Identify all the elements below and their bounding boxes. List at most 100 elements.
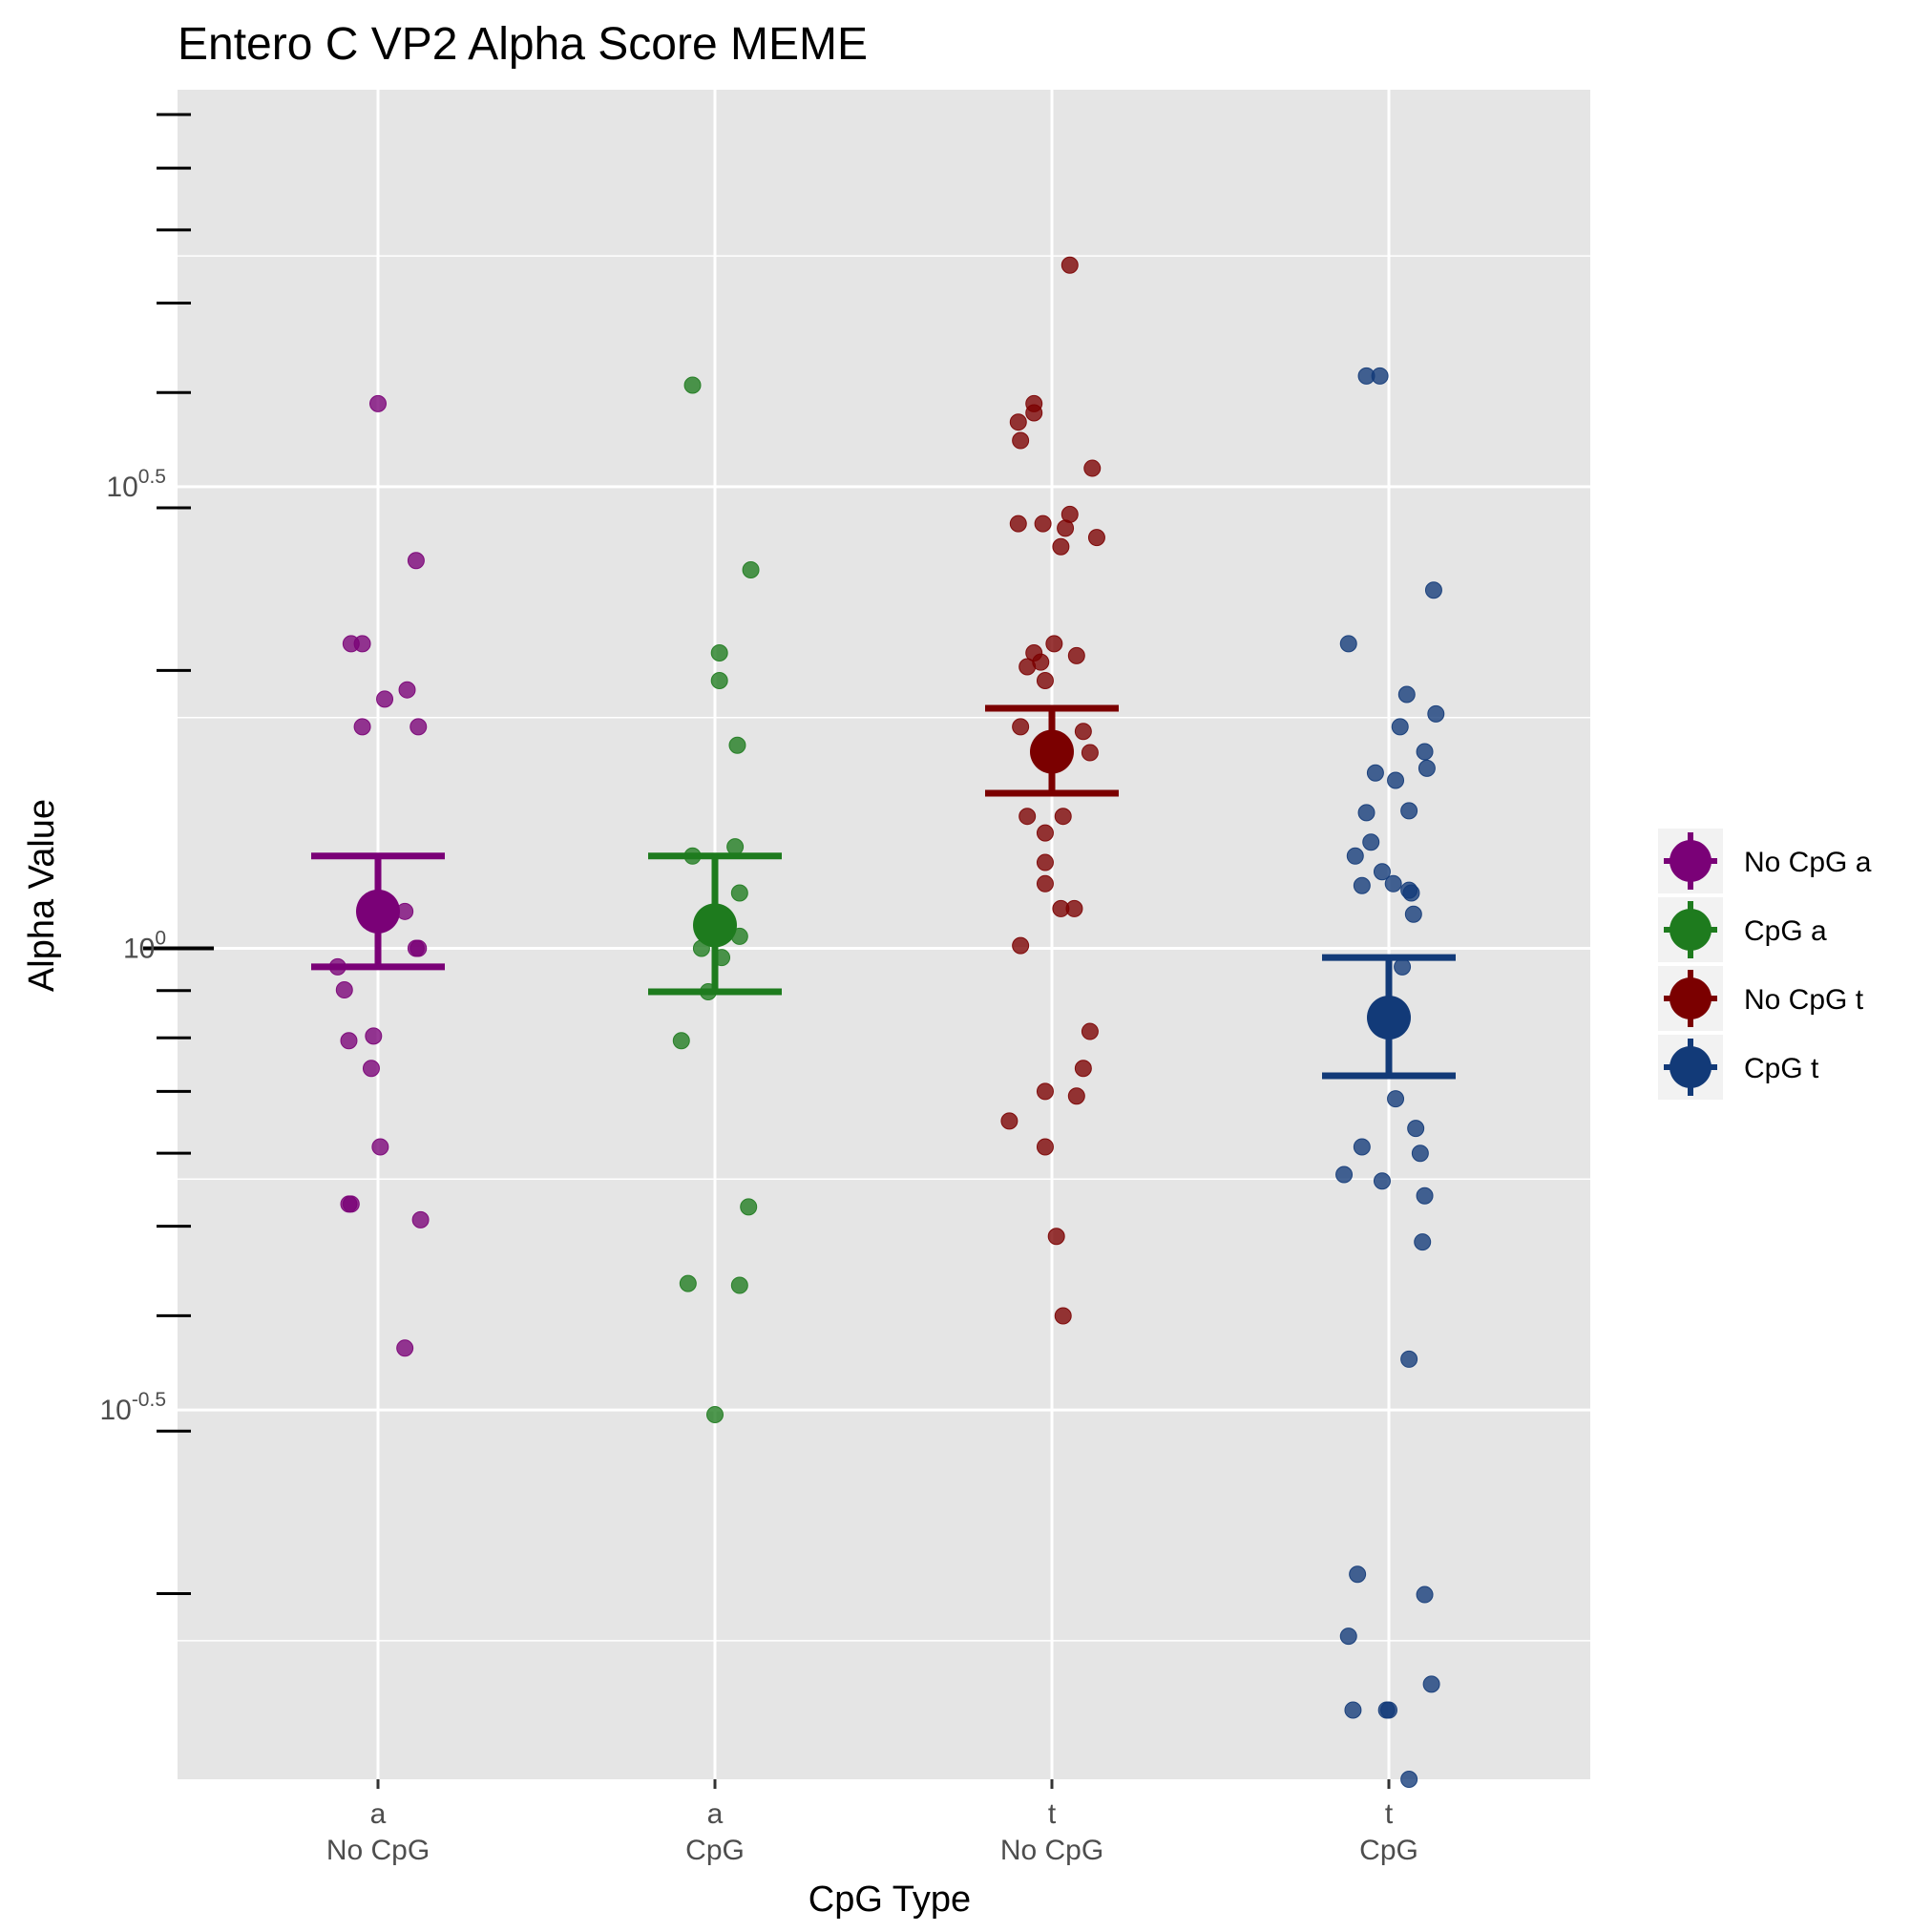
- legend-key-dot: [1670, 909, 1712, 951]
- data-point: [1052, 537, 1070, 556]
- data-point: [1373, 1172, 1391, 1190]
- data-point: [1353, 876, 1371, 894]
- data-point: [1411, 1144, 1429, 1163]
- data-point: [1400, 802, 1418, 820]
- data-point: [1416, 1186, 1434, 1205]
- x-tick-label-top: a: [370, 1798, 387, 1830]
- data-point: [1373, 863, 1391, 881]
- data-point: [730, 884, 748, 902]
- data-point: [1060, 256, 1079, 274]
- data-point: [1054, 808, 1072, 826]
- data-point: [407, 552, 425, 570]
- data-point: [1036, 672, 1054, 690]
- data-point: [1012, 718, 1030, 736]
- data-point: [1400, 1350, 1418, 1368]
- y-axis-title: Alpha Value: [22, 799, 62, 992]
- data-point: [1391, 718, 1409, 736]
- data-point: [1036, 1082, 1054, 1101]
- mean-point: [356, 889, 400, 934]
- x-tick-label-bottom: No CpG: [326, 1835, 430, 1866]
- data-point: [672, 1032, 690, 1050]
- data-point: [1036, 874, 1054, 892]
- data-points: [328, 256, 1445, 1788]
- data-point: [353, 635, 371, 653]
- data-point: [396, 1339, 414, 1357]
- data-point: [1065, 899, 1083, 917]
- data-point: [1067, 646, 1085, 664]
- data-point: [1416, 743, 1434, 761]
- y-axis: 10-0.5 100 100.5: [99, 113, 214, 1596]
- data-point: [1384, 874, 1402, 892]
- data-point: [371, 1138, 389, 1156]
- error-bar-group: [1322, 954, 1456, 1080]
- error-bar-group: [985, 704, 1119, 797]
- data-point: [362, 1060, 380, 1078]
- data-point: [1407, 1120, 1425, 1138]
- data-point: [742, 560, 760, 578]
- data-point: [1427, 704, 1445, 723]
- legend-label: CpG a: [1744, 915, 1827, 947]
- data-point: [1067, 1087, 1085, 1105]
- data-point: [1397, 685, 1416, 704]
- data-point: [1036, 853, 1054, 872]
- data-point: [1036, 824, 1054, 842]
- data-point: [1081, 744, 1099, 762]
- legend-key-dot: [1670, 1046, 1712, 1088]
- data-point: [410, 718, 428, 736]
- data-point: [1371, 367, 1389, 385]
- data-point: [1036, 1138, 1054, 1156]
- data-point: [365, 1027, 383, 1045]
- x-tick-label-bottom: CpG: [685, 1835, 745, 1866]
- data-point: [710, 672, 728, 690]
- data-point: [728, 736, 746, 754]
- data-point: [1018, 808, 1037, 826]
- x-axis-title: CpG Type: [808, 1880, 971, 1920]
- legend-label: No CpG a: [1744, 847, 1872, 878]
- data-point: [1081, 1022, 1099, 1040]
- data-point: [1414, 1233, 1432, 1251]
- data-point: [376, 690, 394, 708]
- legend-label: CpG t: [1744, 1053, 1819, 1084]
- data-point: [1346, 847, 1364, 865]
- data-point: [726, 838, 745, 856]
- data-point: [710, 644, 728, 662]
- data-point: [1402, 884, 1420, 902]
- data-point: [1387, 1090, 1405, 1108]
- chart-title: Entero C VP2 Alpha Score MEME: [178, 19, 868, 70]
- data-point: [342, 1195, 360, 1213]
- data-point: [1087, 529, 1105, 547]
- data-point: [1074, 723, 1092, 741]
- data-point: [1025, 404, 1043, 422]
- data-point: [411, 1210, 430, 1228]
- data-point: [1009, 413, 1027, 431]
- x-tick-label-top: t: [1048, 1798, 1057, 1830]
- data-point: [1047, 1228, 1065, 1246]
- data-point: [1387, 771, 1405, 789]
- data-point: [730, 1276, 748, 1294]
- mean-error-bars: [311, 704, 1456, 1080]
- data-point: [1074, 1060, 1092, 1078]
- y-tick-label: 10-0.5: [99, 1389, 166, 1426]
- mean-point: [1030, 729, 1074, 774]
- data-point: [1018, 658, 1037, 676]
- data-point: [1424, 581, 1442, 599]
- x-tick-label-top: t: [1385, 1798, 1394, 1830]
- data-point: [1357, 804, 1376, 822]
- data-point: [1339, 1628, 1357, 1646]
- data-point: [706, 1405, 724, 1423]
- data-point: [1012, 431, 1030, 450]
- data-point: [740, 1198, 758, 1216]
- y-tick-label: 100: [123, 928, 166, 965]
- data-point: [407, 939, 425, 957]
- x-axis: a No CpG a CpG t No CpG t CpG: [326, 1779, 1418, 1866]
- data-point: [1400, 1771, 1418, 1788]
- data-point: [679, 1274, 697, 1292]
- data-point: [1057, 519, 1075, 537]
- plot-panel: [178, 90, 1590, 1779]
- legend: No CpG a CpG a No CpG t CpG t: [1658, 829, 1872, 1100]
- data-point: [1422, 1675, 1440, 1693]
- error-bar-group: [648, 852, 782, 996]
- data-point: [1416, 1586, 1434, 1604]
- data-point: [1349, 1565, 1367, 1584]
